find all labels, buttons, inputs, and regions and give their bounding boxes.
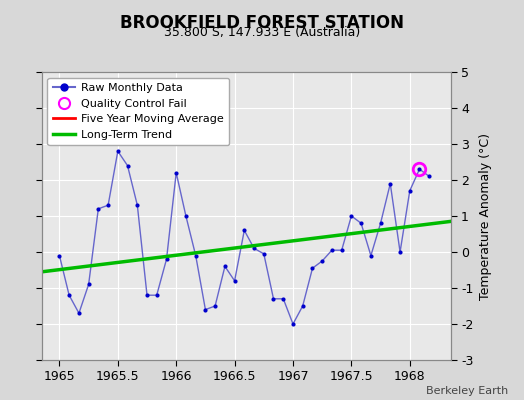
Legend: Raw Monthly Data, Quality Control Fail, Five Year Moving Average, Long-Term Tren: Raw Monthly Data, Quality Control Fail, … <box>48 78 229 145</box>
Text: Berkeley Earth: Berkeley Earth <box>426 386 508 396</box>
Y-axis label: Temperature Anomaly (°C): Temperature Anomaly (°C) <box>479 132 492 300</box>
Text: BROOKFIELD FOREST STATION: BROOKFIELD FOREST STATION <box>120 14 404 32</box>
Text: 35.800 S, 147.933 E (Australia): 35.800 S, 147.933 E (Australia) <box>164 26 360 39</box>
